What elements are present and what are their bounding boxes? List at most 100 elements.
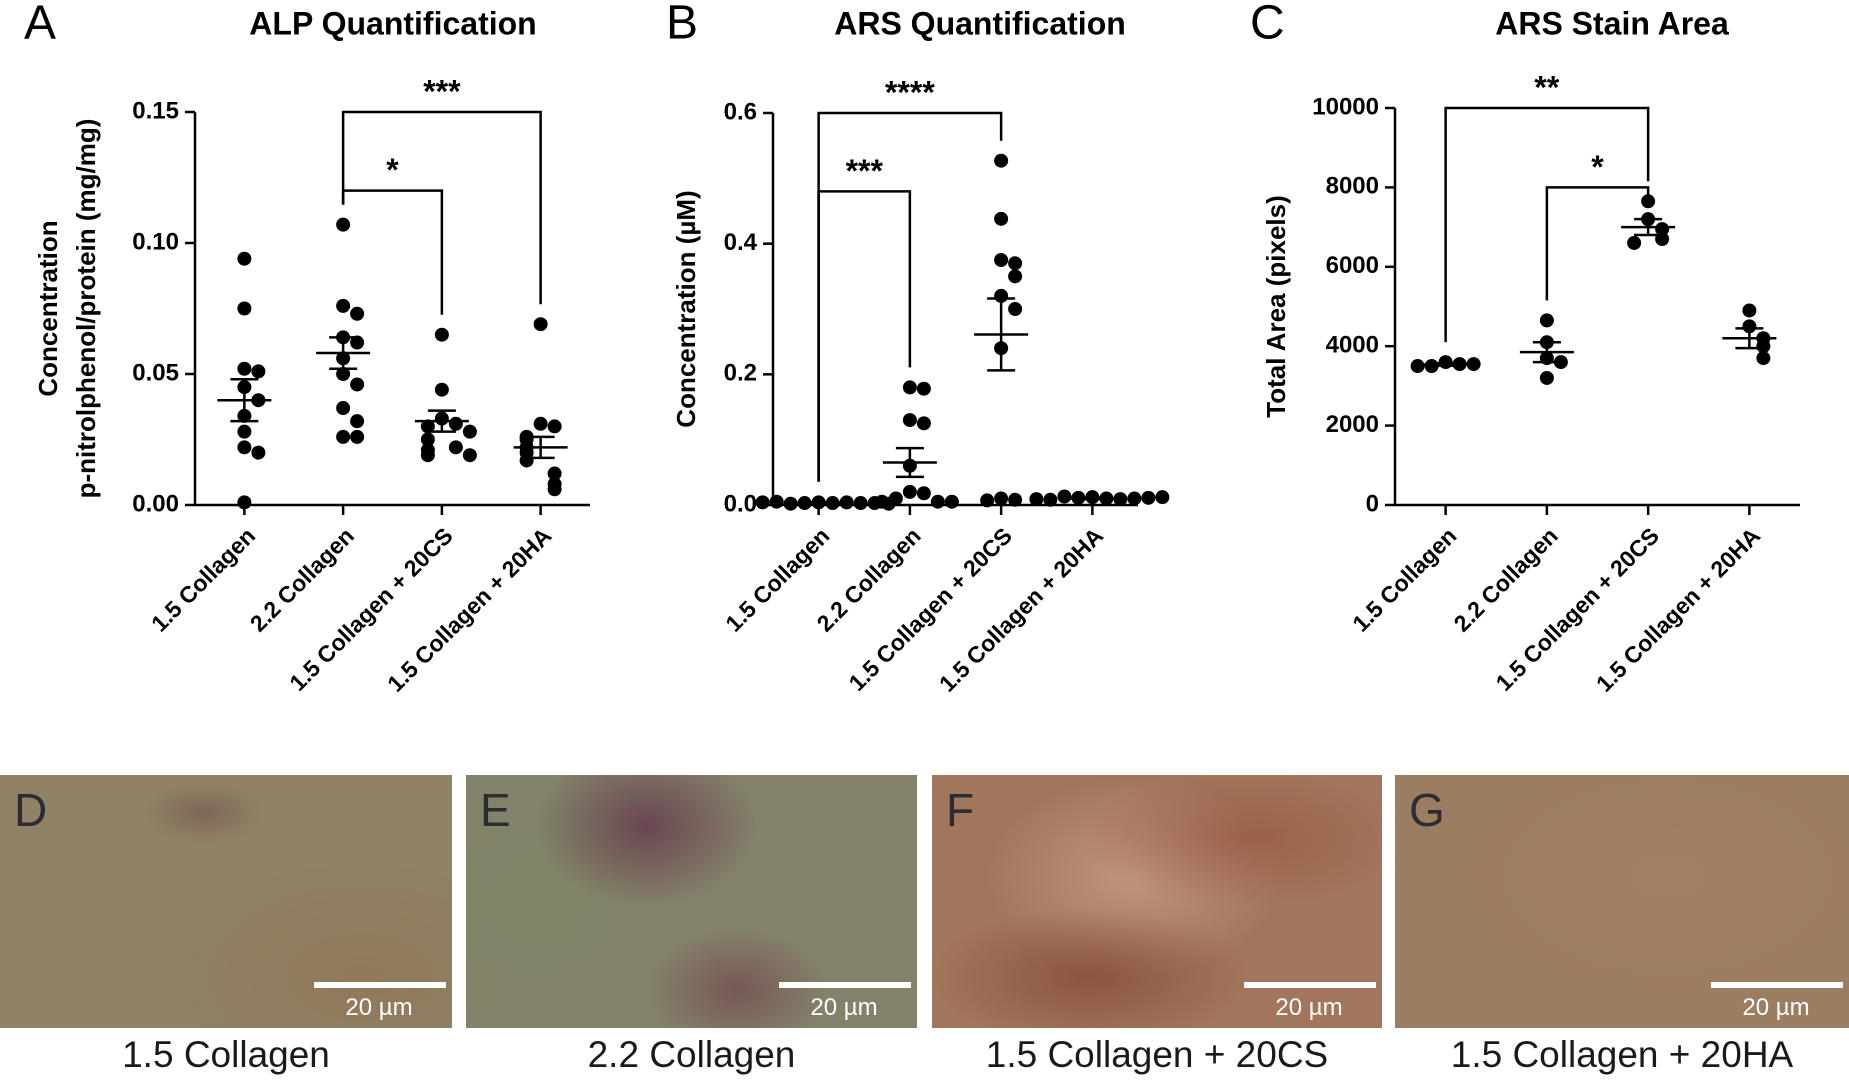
data-point — [350, 306, 365, 321]
panel-label: D — [14, 784, 48, 836]
data-point — [902, 484, 917, 499]
x-tick-label: 1.5 Collagen — [1347, 522, 1461, 636]
y-tick-label: 0.0 — [724, 490, 757, 517]
data-point — [769, 494, 784, 509]
data-point — [874, 494, 889, 509]
significance-label: * — [1591, 149, 1604, 185]
data-point — [755, 495, 770, 510]
panel-label: A — [24, 0, 56, 50]
error-bar — [1078, 496, 1107, 501]
data-point — [916, 486, 931, 501]
data-point — [916, 381, 931, 396]
data-point — [350, 429, 365, 444]
data-point — [1641, 194, 1656, 209]
data-point — [1742, 303, 1757, 318]
data-point — [237, 361, 252, 376]
data-point — [448, 440, 463, 455]
significance-label: * — [386, 152, 399, 188]
significance-bracket — [341, 189, 444, 315]
y-tick-label: 6000 — [1326, 252, 1379, 279]
x-tick-label: 1.5 Collagen + 20CS — [284, 522, 457, 695]
data-point — [1057, 489, 1072, 504]
x-tick-label: 1.5 Collagen + 20HA — [1591, 522, 1765, 696]
data-point — [783, 496, 798, 511]
panel-label: B — [666, 0, 698, 50]
data-point — [237, 440, 252, 455]
data-point — [336, 298, 351, 313]
error-bar — [526, 435, 555, 460]
data-point — [519, 453, 534, 468]
caption: 1.5 Collagen + 20HA — [1450, 1034, 1794, 1075]
data-point — [533, 317, 548, 332]
data-point — [1155, 490, 1170, 505]
charts: A ALP Quantification Concentration p-nitrol… — [24, 0, 1800, 697]
data-point — [434, 327, 449, 342]
data-point — [251, 445, 266, 460]
data-point — [944, 494, 959, 509]
data-point — [994, 491, 1009, 506]
data-point — [547, 419, 562, 434]
panel-label: F — [946, 784, 975, 836]
error-bar — [987, 297, 1016, 372]
data-point — [1539, 313, 1554, 328]
significance-bracket — [817, 190, 912, 482]
scale-bar — [779, 982, 911, 988]
y-tick-label: 8000 — [1326, 173, 1379, 200]
panel-label: E — [480, 784, 511, 836]
y-axis-label: p-nitrolphenol/protein (mg/mg) — [71, 119, 101, 499]
data-point — [994, 153, 1009, 168]
data-point — [237, 301, 252, 316]
error-bar — [1532, 340, 1561, 364]
data-point — [336, 217, 351, 232]
y-tick-label: 0.15 — [132, 97, 179, 124]
data-point — [350, 414, 365, 429]
data-point — [336, 429, 351, 444]
data-point — [336, 367, 351, 381]
data-point — [994, 253, 1009, 267]
error-bar — [329, 336, 358, 371]
error-bar — [1735, 327, 1764, 350]
significance-label: ** — [1534, 69, 1559, 105]
y-axis-label: Concentration — [33, 220, 63, 396]
y-tick-label: 0.00 — [132, 490, 179, 517]
micrograph: D 20 µm — [0, 775, 452, 1028]
data-point — [1008, 492, 1023, 507]
panel-label: G — [1409, 784, 1445, 836]
micrograph: G 20 µm — [1395, 775, 1849, 1028]
data-point — [420, 432, 435, 447]
x-tick-label: 2.2 Collagen — [1449, 522, 1563, 636]
significance-bracket — [1545, 186, 1650, 301]
y-tick-label: 0 — [1366, 490, 1379, 517]
significance-label: *** — [846, 153, 884, 189]
significance-bracket — [1444, 106, 1650, 343]
x-tick-label: 1.5 Collagen + 20HA — [934, 522, 1108, 696]
scale-bar-label: 20 µm — [345, 994, 413, 1021]
data-point — [420, 448, 435, 463]
data-point — [1756, 339, 1771, 354]
y-tick-label: 0.05 — [132, 359, 179, 386]
y-axis-label: Concentration (µM) — [671, 190, 701, 427]
caption: 1.5 Collagen + 20CS — [985, 1034, 1329, 1075]
significance-label: **** — [885, 74, 935, 110]
data-point — [251, 364, 266, 379]
data-point — [1043, 492, 1058, 507]
data-point — [336, 401, 351, 416]
x-tick-label: 1.5 Collagen — [146, 522, 260, 636]
caption: 2.2 Collagen — [587, 1034, 796, 1075]
data-point — [1655, 222, 1670, 237]
data-point — [1029, 492, 1044, 507]
data-point — [237, 251, 252, 266]
significance-label: *** — [423, 73, 461, 109]
data-point — [853, 496, 868, 511]
x-tick-label: 1.5 Collagen + 20CS — [1491, 522, 1664, 695]
data-point — [1742, 319, 1757, 334]
micrograph: E 20 µm — [466, 775, 917, 1028]
error-bar — [1431, 362, 1460, 367]
micrograph: F 20 µm — [932, 775, 1382, 1028]
significance-bracket — [341, 110, 542, 305]
data-point — [1141, 490, 1156, 505]
error-bar — [895, 446, 924, 479]
panel-label: C — [1250, 0, 1285, 50]
data-point — [350, 335, 365, 350]
